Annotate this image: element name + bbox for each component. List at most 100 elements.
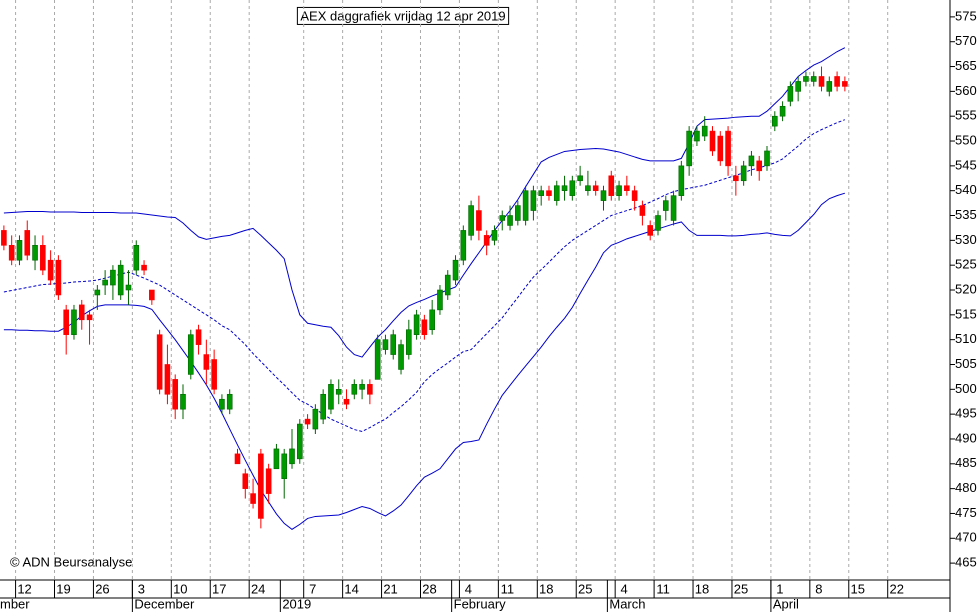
candle-body bbox=[585, 185, 591, 191]
candle-body bbox=[709, 130, 716, 152]
candle-body bbox=[631, 190, 638, 201]
y-tick-label: 570 bbox=[955, 33, 977, 48]
candle-body bbox=[810, 76, 817, 82]
x-tick-label: 19 bbox=[56, 581, 70, 596]
candle-body bbox=[779, 105, 786, 117]
candle-body bbox=[86, 314, 93, 321]
y-tick-label: 525 bbox=[955, 257, 977, 272]
candle-body bbox=[421, 319, 428, 335]
candle-body bbox=[180, 393, 186, 410]
candle-body bbox=[382, 339, 389, 350]
candle-body bbox=[335, 389, 342, 395]
candle-body bbox=[398, 344, 404, 370]
candle-body bbox=[133, 245, 140, 271]
candle-body bbox=[717, 135, 724, 162]
x-tick-label: 22 bbox=[889, 581, 903, 596]
x-tick-label: 12 bbox=[17, 581, 31, 596]
band-line bbox=[3, 119, 846, 433]
candle-body bbox=[141, 264, 147, 271]
candle-body bbox=[577, 175, 583, 182]
candle-body bbox=[343, 398, 350, 405]
y-tick-label: 465 bbox=[955, 555, 977, 570]
candle-body bbox=[740, 165, 747, 182]
x-tick-label: 17 bbox=[212, 581, 226, 596]
y-tick-label: 535 bbox=[955, 207, 977, 222]
band-line bbox=[3, 192, 846, 530]
candle-body bbox=[639, 205, 646, 216]
x-tick-label: 11 bbox=[501, 581, 515, 596]
candle-body bbox=[452, 259, 459, 281]
month-label: 2019 bbox=[282, 596, 311, 611]
y-tick-label: 490 bbox=[955, 430, 977, 445]
candle-body bbox=[662, 200, 669, 211]
month-label: April bbox=[773, 596, 799, 611]
month-label: December bbox=[134, 596, 195, 611]
candle-body bbox=[273, 448, 280, 470]
x-tick-label: 24 bbox=[251, 581, 265, 596]
candle-body bbox=[63, 309, 69, 335]
candle-body bbox=[289, 448, 295, 465]
candle-body bbox=[771, 115, 778, 127]
x-tick-label: 11 bbox=[656, 581, 670, 596]
y-tick-label: 575 bbox=[955, 8, 977, 23]
candle-body bbox=[281, 453, 288, 479]
candle-body bbox=[374, 339, 381, 380]
candle-body bbox=[553, 185, 560, 201]
candle-body bbox=[110, 269, 116, 286]
y-tick-label: 520 bbox=[955, 281, 977, 296]
candle-body bbox=[569, 180, 576, 196]
candle-body bbox=[102, 279, 108, 286]
candle-body bbox=[764, 150, 770, 167]
x-tick-label: 1 bbox=[776, 581, 783, 596]
candle-body bbox=[733, 175, 739, 182]
candle-body bbox=[483, 235, 490, 246]
title-frame bbox=[296, 6, 510, 25]
candle-body bbox=[608, 175, 615, 196]
candle-body bbox=[359, 384, 365, 390]
candle-body bbox=[211, 359, 217, 390]
x-tick-label: 4 bbox=[465, 581, 472, 596]
candle-body bbox=[24, 230, 31, 256]
candle-body bbox=[164, 364, 171, 395]
x-tick-label: 26 bbox=[95, 581, 109, 596]
candle-body bbox=[538, 190, 544, 196]
candle-body bbox=[460, 230, 467, 261]
candle-body bbox=[515, 205, 521, 221]
candle-body bbox=[725, 130, 731, 167]
x-tick-label: 3 bbox=[138, 581, 145, 596]
candle-body bbox=[55, 259, 62, 296]
candle-body bbox=[219, 398, 225, 410]
y-tick-label: 565 bbox=[955, 58, 977, 73]
candle-body bbox=[47, 259, 54, 281]
candle-body bbox=[624, 185, 630, 191]
candle-body bbox=[795, 81, 801, 92]
candle-body bbox=[125, 284, 132, 291]
month-label: February bbox=[454, 596, 507, 611]
candle-body bbox=[787, 86, 794, 102]
x-tick-label: 28 bbox=[422, 581, 436, 596]
candle-body bbox=[328, 384, 334, 410]
candle-body bbox=[678, 165, 685, 196]
candle-body bbox=[149, 289, 155, 301]
candle-body bbox=[406, 329, 412, 355]
candle-body bbox=[686, 130, 692, 167]
candle-body bbox=[499, 215, 506, 221]
y-tick-label: 500 bbox=[955, 381, 977, 396]
y-tick-label: 560 bbox=[955, 83, 977, 98]
y-tick-label: 495 bbox=[955, 406, 977, 421]
candle-body bbox=[842, 81, 848, 87]
y-tick-label: 545 bbox=[955, 157, 977, 172]
x-tick-label: 8 bbox=[815, 581, 822, 596]
x-tick-label: 7 bbox=[309, 581, 316, 596]
y-tick-label: 505 bbox=[955, 356, 977, 371]
y-tick-label: 550 bbox=[955, 132, 977, 147]
candle-body bbox=[429, 309, 435, 331]
x-tick-label: 25 bbox=[734, 581, 748, 596]
candle-body bbox=[701, 125, 708, 137]
candle-body bbox=[655, 215, 661, 231]
candle-body bbox=[32, 245, 38, 261]
candle-body bbox=[40, 245, 46, 271]
